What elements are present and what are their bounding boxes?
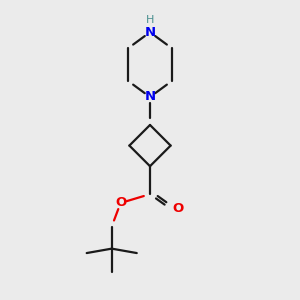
Text: N: N (144, 91, 156, 103)
Text: H: H (146, 15, 154, 26)
Text: O: O (115, 196, 126, 209)
Text: N: N (144, 26, 156, 39)
Text: O: O (172, 202, 183, 215)
